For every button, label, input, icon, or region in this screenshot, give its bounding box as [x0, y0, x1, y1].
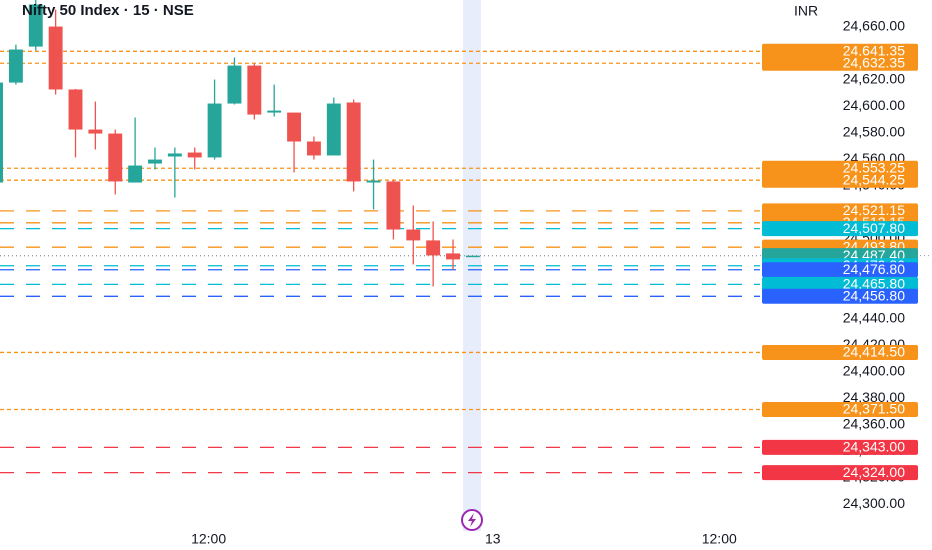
price-tag-label: 24,371.50 — [843, 401, 905, 417]
price-tag — [762, 172, 918, 188]
y-tick-label: 24,400.00 — [843, 362, 905, 378]
chart-title: Nifty 50 Index · 15 · NSE — [22, 2, 194, 19]
candle-body — [207, 103, 222, 158]
price-tag-label: 24,343.00 — [843, 439, 905, 455]
candle-body — [306, 141, 321, 156]
candle-body — [28, 4, 43, 47]
candle-body — [406, 229, 421, 241]
price-tag-label: 24,476.80 — [843, 261, 905, 277]
y-tick-label: 24,580.00 — [843, 123, 905, 139]
candle-body — [267, 110, 282, 113]
y-tick-label: 24,380.00 — [843, 389, 905, 405]
y-tick-label: 24,300.00 — [843, 495, 905, 511]
candle-body — [128, 165, 143, 183]
price-tag — [762, 160, 918, 176]
candle-body — [108, 133, 123, 182]
x-tick-label: 13 — [485, 531, 501, 547]
price-tag-label: 24,632.35 — [843, 54, 905, 70]
price-tag — [762, 276, 918, 292]
price-tag — [762, 439, 918, 455]
y-tick-label: 24,600.00 — [843, 97, 905, 113]
price-tag-label: 24,521.15 — [843, 202, 905, 218]
candle-body — [68, 89, 83, 130]
candle-body — [88, 129, 103, 134]
candle-body — [465, 255, 480, 258]
price-tag — [762, 221, 918, 237]
price-tag — [762, 288, 918, 304]
candle-body — [346, 102, 361, 182]
price-tag — [762, 203, 918, 219]
price-tag-label: 24,456.80 — [843, 288, 905, 304]
candle-body — [446, 253, 460, 260]
price-tag-label: 24,465.80 — [843, 276, 905, 292]
candle-body — [8, 49, 23, 83]
lightning-icon[interactable] — [461, 509, 483, 531]
plot-area — [0, 0, 760, 474]
price-tag — [762, 262, 918, 278]
candle-body — [386, 181, 401, 230]
candle-body — [326, 103, 341, 156]
candle-body — [247, 65, 262, 115]
candle-body — [287, 112, 302, 142]
candle-body — [48, 26, 63, 90]
price-tag-label: 24,507.80 — [843, 220, 905, 236]
price-tag-label: 24,414.50 — [843, 344, 905, 360]
y-tick-label: 24,440.00 — [843, 309, 905, 325]
currency-label: INR — [794, 3, 818, 19]
candle-body — [167, 153, 182, 157]
price-tag — [762, 465, 918, 481]
price-tag — [762, 43, 918, 59]
x-tick-label: 12:00 — [702, 531, 737, 547]
candle-body — [187, 152, 202, 158]
candle-body — [227, 65, 242, 104]
y-tick-label: 24,620.00 — [843, 70, 905, 86]
candle-body — [0, 82, 3, 183]
price-tag-label: 24,553.25 — [843, 159, 905, 175]
candle-body — [366, 180, 381, 183]
candle-body — [426, 240, 441, 256]
x-tick-label: 12:00 — [191, 531, 226, 547]
price-tag — [762, 402, 918, 418]
price-tag — [762, 344, 918, 360]
y-tick-label: 24,360.00 — [843, 416, 905, 432]
candle-body — [148, 159, 162, 164]
y-tick-label: 24,660.00 — [843, 17, 905, 33]
price-tag-label: 24,641.35 — [843, 43, 905, 59]
price-tag-label: 24,544.25 — [843, 171, 905, 187]
price-tag-label: 24,324.00 — [843, 464, 905, 480]
price-tag — [762, 55, 918, 71]
